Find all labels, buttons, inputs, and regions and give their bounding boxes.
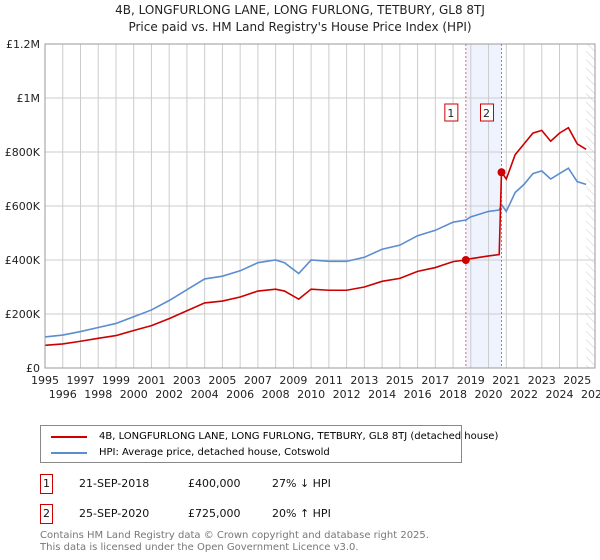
x-tick-label: 2004: [191, 388, 219, 401]
transaction-price: £725,000: [188, 507, 241, 520]
x-tick-label: 2017: [421, 374, 449, 387]
legend-blue-label: HPI: Average price, detached house, Cots…: [99, 447, 330, 458]
x-tick-label: 2024: [546, 388, 574, 401]
x-tick-label: 1996: [49, 388, 77, 401]
y-tick-label: £0: [26, 362, 40, 375]
x-tick-label: 2001: [137, 374, 165, 387]
x-tick-label: 1995: [31, 374, 59, 387]
transaction-hpi: 20% ↑ HPI: [272, 507, 331, 520]
plot-border: [44, 43, 596, 369]
transaction-date: 25-SEP-2020: [79, 507, 150, 520]
footer-line: This data is licensed under the Open Gov…: [40, 542, 359, 553]
legend: 4B, LONGFURLONG LANE, LONG FURLONG, TETB…: [40, 425, 498, 463]
price-paid-line: [44, 126, 587, 347]
x-tick-label: 1997: [66, 374, 94, 387]
x-tick-label: 2002: [155, 388, 183, 401]
x-tick-label: 2010: [297, 388, 325, 401]
x-tick-label: 2019: [457, 374, 485, 387]
x-tick-label: 2025: [563, 374, 591, 387]
transaction-row: 2 25-SEP-2020 £725,000 20% ↑ HPI: [40, 504, 440, 524]
footer: Contains HM Land Registry data © Crown c…: [40, 530, 429, 554]
y-tick-label: £600K: [5, 200, 41, 213]
sale-badge-label: 1: [447, 107, 454, 120]
y-tick-label: £1M: [17, 92, 41, 105]
sale-point: [461, 256, 470, 264]
chart-title: 4B, LONGFURLONG LANE, LONG FURLONG, TETB…: [115, 3, 485, 17]
legend-red-label: 4B, LONGFURLONG LANE, LONG FURLONG, TETB…: [99, 431, 499, 442]
legend-blue-swatch: [51, 451, 87, 454]
x-tick-label: 2008: [262, 388, 290, 401]
x-tick-label: 2022: [510, 388, 538, 401]
x-tick-label: 2014: [368, 388, 396, 401]
x-tick-label: 2003: [173, 374, 201, 387]
chart-subtitle: Price paid vs. HM Land Registry's House …: [128, 20, 472, 34]
x-tick-label: 2011: [315, 374, 343, 387]
plot-area: 1995199619971998199920002001200220032004…: [5, 38, 600, 401]
hpi-line: [44, 167, 587, 338]
transaction-date: 21-SEP-2018: [79, 477, 150, 490]
legend-red-swatch: [51, 435, 87, 438]
sale-badge-box: [444, 103, 459, 122]
x-tick-label: 2013: [350, 374, 378, 387]
x-tick-label: 1998: [84, 388, 112, 401]
y-tick-label: £400K: [5, 254, 41, 267]
sale-badge-label: 2: [483, 107, 490, 120]
x-tick-label: 2018: [439, 388, 467, 401]
x-tick-label: 2026: [581, 388, 600, 401]
x-tick-label: 2015: [386, 374, 414, 387]
transaction-badge: 2: [40, 504, 53, 524]
transaction-badge: 1: [40, 474, 53, 494]
x-tick-label: 2006: [226, 388, 254, 401]
x-tick-label: 1999: [102, 374, 130, 387]
x-tick-label: 2007: [244, 374, 272, 387]
footer-line: Contains HM Land Registry data © Crown c…: [40, 530, 429, 541]
x-tick-label: 2023: [528, 374, 556, 387]
transaction-row: 1 21-SEP-2018 £400,000 27% ↓ HPI: [40, 474, 440, 494]
x-tick-label: 2009: [279, 374, 307, 387]
x-tick-label: 2021: [492, 374, 520, 387]
x-tick-label: 2020: [475, 388, 503, 401]
sale-badge-box: [480, 103, 494, 122]
y-tick-label: £800K: [5, 146, 41, 159]
y-tick-label: £1.2M: [6, 38, 40, 51]
x-tick-label: 2005: [208, 374, 236, 387]
x-tick-label: 2016: [404, 388, 432, 401]
x-tick-label: 2012: [333, 388, 361, 401]
y-tick-label: £200K: [5, 308, 41, 321]
sale-point: [497, 168, 506, 177]
transaction-hpi: 27% ↓ HPI: [272, 477, 331, 490]
x-tick-label: 2000: [120, 388, 148, 401]
transaction-price: £400,000: [188, 477, 241, 490]
